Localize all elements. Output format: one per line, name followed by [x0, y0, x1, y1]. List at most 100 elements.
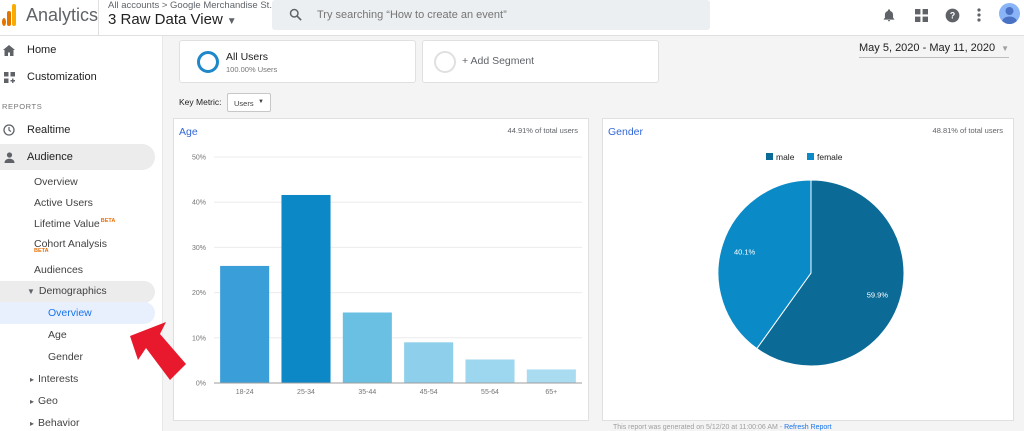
analytics-logo-icon[interactable] [2, 4, 16, 26]
sidebar-item-label: Lifetime Value [34, 218, 100, 230]
date-range-picker[interactable]: May 5, 2020 - May 11, 2020 ▼ [859, 42, 1010, 58]
y-tick-label: 20% [192, 290, 206, 297]
bar-35-44 [342, 312, 392, 383]
app-name[interactable]: Analytics [26, 5, 99, 25]
x-tick-label: 55-64 [481, 389, 499, 396]
sidebar-item-label: Home [27, 44, 57, 56]
sidebar-item-label: Cohort Analysis [34, 238, 107, 250]
x-tick-label: 18-24 [236, 389, 254, 396]
key-metric-label: Key Metric: [179, 97, 222, 107]
age-chart-pct: 44.91% of total users [507, 126, 578, 135]
sidebar-item-overview[interactable]: Overview [34, 176, 78, 188]
segment-all-users[interactable]: All Users 100.00% Users [179, 40, 416, 83]
key-metric-dropdown[interactable]: Users ▼ [227, 93, 271, 112]
sidebar-item-cohort-analysis[interactable]: Cohort Analysis [34, 238, 107, 250]
reports-section-label: REPORTS [2, 102, 43, 111]
sidebar-item-demographics-overview[interactable]: Overview [48, 307, 92, 319]
x-tick-label: 45-54 [420, 389, 438, 396]
pie-slice-female [717, 179, 812, 350]
caret-right-icon: ▸ [30, 419, 35, 428]
sidebar-item-active-users[interactable]: Active Users [34, 197, 93, 209]
more-vert-icon[interactable] [970, 6, 988, 24]
segment-subtitle: 100.00% Users [226, 65, 278, 74]
bar-65+ [526, 369, 576, 383]
legend-label-male: male [776, 152, 795, 162]
caret-right-icon: ▸ [30, 375, 35, 384]
y-tick-label: 30% [192, 245, 206, 252]
segment-circle-icon [197, 51, 219, 73]
svg-text:?: ? [949, 10, 954, 20]
search-icon [289, 8, 302, 21]
sidebar-item-label: Interests [38, 373, 79, 385]
sidebar-item-behavior[interactable]: ▸ Behavior [30, 417, 79, 429]
caret-right-icon: ▸ [30, 397, 35, 406]
audience-highlight [0, 144, 155, 170]
x-tick-label: 35-44 [358, 389, 376, 396]
empty-segment-circle-icon [434, 51, 456, 73]
demographics-highlight [0, 281, 155, 303]
help-icon[interactable]: ? [943, 6, 961, 24]
key-metric-value: Users [234, 99, 254, 108]
report-generated-text: This report was generated on 5/12/20 at … [613, 424, 783, 431]
gender-chart-panel: Gender 48.81% of total users male female 5… [602, 118, 1014, 421]
avatar[interactable] [999, 3, 1020, 24]
main-content: All Users 100.00% Users + Add Segment Ma… [163, 36, 1024, 431]
x-tick-label: 65+ [545, 389, 557, 396]
person-icon [2, 150, 16, 164]
search-bar[interactable]: Try searching “How to create an event” [272, 0, 710, 30]
gender-chart-title[interactable]: Gender [608, 126, 644, 138]
sidebar: Home Customization REPORTS Realtime Audi… [0, 36, 163, 431]
date-range-text: May 5, 2020 - May 11, 2020 [859, 42, 996, 54]
home-icon [2, 43, 16, 57]
view-selector[interactable]: 3 Raw Data View ▼ [108, 11, 237, 28]
sidebar-item-lifetime-value[interactable]: Lifetime ValueBETA [34, 218, 115, 230]
sidebar-item-geo[interactable]: ▸ Geo [30, 395, 58, 407]
age-chart-title[interactable]: Age [179, 126, 198, 138]
caret-down-icon: ▼ [258, 99, 264, 105]
sidebar-item-label: Realtime [27, 124, 71, 136]
sidebar-item-gender[interactable]: Gender [48, 351, 84, 363]
clock-icon [2, 123, 16, 137]
sidebar-item-label: Customization [27, 71, 97, 83]
bar-25-34 [281, 194, 331, 383]
caret-down-icon: ▼ [1001, 44, 1010, 53]
caret-down-icon: ▼ [226, 16, 237, 27]
y-tick-label: 50% [192, 155, 206, 162]
sidebar-item-label: Demographics [38, 285, 107, 297]
beta-badge: BETA [100, 218, 116, 224]
gender-pie-chart: male female 59.9% 40.1% [717, 152, 905, 367]
y-tick-label: 40% [192, 200, 206, 207]
red-arrow-annotation [130, 322, 186, 380]
sidebar-item-interests[interactable]: ▸ Interests [30, 373, 78, 385]
bell-icon[interactable] [880, 6, 898, 24]
sidebar-item-age[interactable]: Age [48, 329, 67, 341]
sidebar-item-label: Audience [27, 151, 73, 163]
y-tick-label: 0% [196, 381, 206, 388]
bar-18-24 [220, 265, 270, 383]
overview-highlight [0, 302, 155, 324]
x-tick-label: 25-34 [297, 389, 315, 396]
gender-chart-pct: 48.81% of total users [932, 126, 1003, 135]
beta-badge: BETA [34, 248, 49, 254]
refresh-report-link[interactable]: Refresh Report [784, 424, 832, 431]
customization-grid-icon [2, 70, 16, 84]
sidebar-item-label: Behavior [38, 417, 80, 429]
account-breadcrumb[interactable]: All accounts > Google Merchandise St... [108, 0, 278, 11]
bar-55-64 [465, 359, 515, 383]
report-footer: This report was generated on 5/12/20 at … [613, 424, 832, 431]
top-bar: Analytics All accounts > Google Merchand… [0, 0, 1024, 36]
legend-label-female: female [817, 152, 843, 162]
segment-name: All Users [226, 51, 269, 63]
y-tick-label: 10% [192, 335, 206, 342]
sidebar-item-audiences[interactable]: Audiences [34, 264, 84, 276]
legend-swatch-female [807, 153, 814, 160]
add-segment-button[interactable]: + Add Segment [422, 40, 659, 83]
age-bar-chart: 0% 10% 20% 30% 40% 50% 18-24 25-34 35-44 45-54 55-… [192, 155, 582, 396]
sidebar-item-demographics[interactable]: ▼ Demographics [27, 285, 107, 297]
add-segment-label: + Add Segment [462, 55, 535, 67]
bar-45-54 [404, 342, 454, 383]
caret-down-icon: ▼ [27, 287, 35, 296]
slice-label-male: 59.9% [867, 290, 889, 299]
sidebar-item-label: Geo [38, 395, 58, 407]
apps-grid-icon[interactable] [912, 6, 930, 24]
